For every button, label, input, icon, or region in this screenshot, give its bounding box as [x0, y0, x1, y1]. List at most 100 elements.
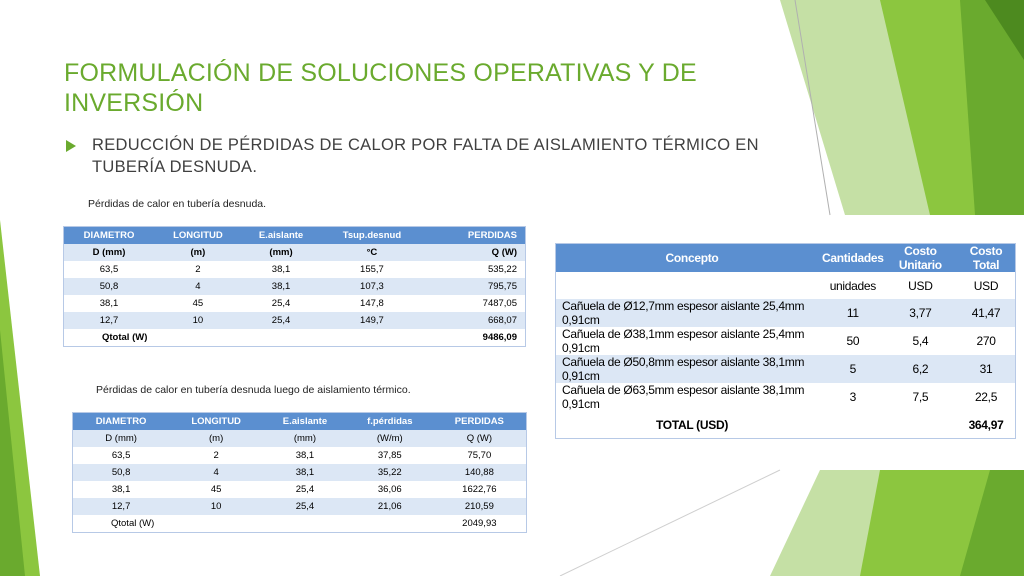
- table-cell: 25,4: [241, 312, 321, 329]
- table-cell: 5: [822, 355, 884, 383]
- table-cell: Cañuela de Ø38,1mm espesor aislante 25,4…: [555, 327, 822, 355]
- insulation-cost-table: Concepto Cantidades Costo Unitario Costo…: [555, 243, 1016, 439]
- total-label: TOTAL (USD): [555, 411, 822, 439]
- table-header-row: Concepto Cantidades Costo Unitario Costo…: [555, 243, 1016, 272]
- unit-cell: (mm): [241, 244, 321, 261]
- table-units-row: D (mm) (m) (mm) (W/m) Q (W): [72, 430, 527, 447]
- table-cell: 4: [154, 278, 242, 295]
- table-cell: 50,8: [72, 464, 170, 481]
- table-cell: 38,1: [241, 278, 321, 295]
- table-header-row: DIAMETRO LONGITUD E.aislante f.pérdidas …: [72, 412, 527, 430]
- table-cell: 2: [169, 447, 264, 464]
- total-value: 2049,93: [432, 515, 527, 533]
- unit-cell: Q (W): [423, 244, 526, 261]
- table-cell: 37,85: [346, 447, 433, 464]
- table-cell: 36,06: [346, 481, 433, 498]
- table-cell: 35,22: [346, 464, 433, 481]
- table-cell: 45: [154, 295, 242, 312]
- table-cell: 41,47: [957, 299, 1016, 327]
- table-cell: 149,7: [320, 312, 424, 329]
- unit-cell: D (mm): [72, 430, 170, 447]
- total-label: Qtotal (W): [63, 329, 242, 347]
- unit-cell: (m): [169, 430, 264, 447]
- green-facet-top-right-3: [960, 0, 1024, 215]
- table-cell: 4: [169, 464, 264, 481]
- table-cell: 7487,05: [423, 295, 526, 312]
- header-cell: DIAMETRO: [72, 412, 170, 430]
- table-row: 38,1 45 25,4 147,8 7487,05: [63, 295, 526, 312]
- header-cell: Cantidades: [822, 243, 884, 272]
- unit-cell: Q (W): [432, 430, 527, 447]
- table-cell: 45: [169, 481, 264, 498]
- total-value: 364,97: [957, 411, 1016, 439]
- table-total-row: Qtotal (W) 9486,09: [63, 329, 526, 347]
- unit-cell: unidades: [822, 272, 884, 299]
- unit-cell: [555, 272, 822, 299]
- green-facet-left-2: [0, 330, 25, 576]
- total-value: 9486,09: [423, 329, 526, 347]
- table-cell: 140,88: [432, 464, 527, 481]
- unit-cell: D (mm): [63, 244, 155, 261]
- table-row: Cañuela de Ø12,7mm espesor aislante 25,4…: [555, 299, 1016, 327]
- unit-cell: USD: [957, 272, 1016, 299]
- table-cell: 63,5: [63, 261, 155, 278]
- table-cell: 63,5: [72, 447, 170, 464]
- table-cell: 3,77: [883, 299, 958, 327]
- header-cell: Costo Unitario: [883, 243, 958, 272]
- table-cell: 12,7: [63, 312, 155, 329]
- table-total-row: TOTAL (USD) 364,97: [555, 411, 1016, 439]
- table-cell: Cañuela de Ø63,5mm espesor aislante 38,1…: [555, 383, 822, 411]
- table-cell: 75,70: [432, 447, 527, 464]
- table-cell: 7,5: [883, 383, 958, 411]
- table-row: 50,8 4 38,1 107,3 795,75: [63, 278, 526, 295]
- unit-cell: USD: [883, 272, 958, 299]
- table-row: Cañuela de Ø63,5mm espesor aislante 38,1…: [555, 383, 1016, 411]
- table-cell: 38,1: [72, 481, 170, 498]
- table-row: 12,7 10 25,4 149,7 668,07: [63, 312, 526, 329]
- table-cell: 270: [957, 327, 1016, 355]
- bullet-text: REDUCCIÓN DE PÉRDIDAS DE CALOR POR FALTA…: [92, 136, 759, 176]
- table-row: 63,5 2 38,1 37,85 75,70: [72, 447, 527, 464]
- table-cell: 210,59: [432, 498, 527, 515]
- green-facet-bottom-right-3: [960, 470, 1024, 576]
- table-cell: 1622,76: [432, 481, 527, 498]
- green-facet-top-right-4: [985, 0, 1024, 60]
- table-cell: Cañuela de Ø12,7mm espesor aislante 25,4…: [555, 299, 822, 327]
- table-cell: 155,7: [320, 261, 424, 278]
- table-cell: 38,1: [263, 447, 347, 464]
- unit-cell: °C: [320, 244, 424, 261]
- unit-cell: (W/m): [346, 430, 433, 447]
- table-cell: 21,06: [346, 498, 433, 515]
- table-cell: 5,4: [883, 327, 958, 355]
- table-cell: 11: [822, 299, 884, 327]
- header-cell: DIAMETRO: [63, 226, 155, 244]
- bullet-arrow-icon: [66, 140, 76, 152]
- table-cell: 668,07: [423, 312, 526, 329]
- table-units-row: unidades USD USD: [555, 272, 1016, 299]
- header-cell: E.aislante: [241, 226, 321, 244]
- table-row: 50,8 4 38,1 35,22 140,88: [72, 464, 527, 481]
- table-row: 63,5 2 38,1 155,7 535,22: [63, 261, 526, 278]
- unit-cell: (m): [154, 244, 242, 261]
- table-cell: 22,5: [957, 383, 1016, 411]
- table-cell: 38,1: [241, 261, 321, 278]
- table-cell: 107,3: [320, 278, 424, 295]
- table1-caption: Pérdidas de calor en tubería desnuda.: [88, 198, 267, 210]
- table-cell: 12,7: [72, 498, 170, 515]
- table-cell: Cañuela de Ø50,8mm espesor aislante 38,1…: [555, 355, 822, 383]
- table-units-row: D (mm) (m) (mm) °C Q (W): [63, 244, 526, 261]
- table-row: 12,7 10 25,4 21,06 210,59: [72, 498, 527, 515]
- table-total-row: Qtotal (W) 2049,93: [72, 515, 527, 533]
- header-cell: Concepto: [555, 243, 822, 272]
- header-cell: PERDIDAS: [423, 226, 526, 244]
- table-cell: 3: [822, 383, 884, 411]
- table-cell: 2: [154, 261, 242, 278]
- table-cell: 31: [957, 355, 1016, 383]
- table-row: Cañuela de Ø38,1mm espesor aislante 25,4…: [555, 327, 1016, 355]
- table-cell: 25,4: [241, 295, 321, 312]
- table-cell: 38,1: [263, 464, 347, 481]
- header-cell: E.aislante: [263, 412, 347, 430]
- slide-title: FORMULACIÓN DE SOLUCIONES OPERATIVAS Y D…: [64, 59, 697, 117]
- header-cell: Costo Total: [957, 243, 1016, 272]
- table-header-row: DIAMETRO LONGITUD E.aislante Tsup.desnud…: [63, 226, 526, 244]
